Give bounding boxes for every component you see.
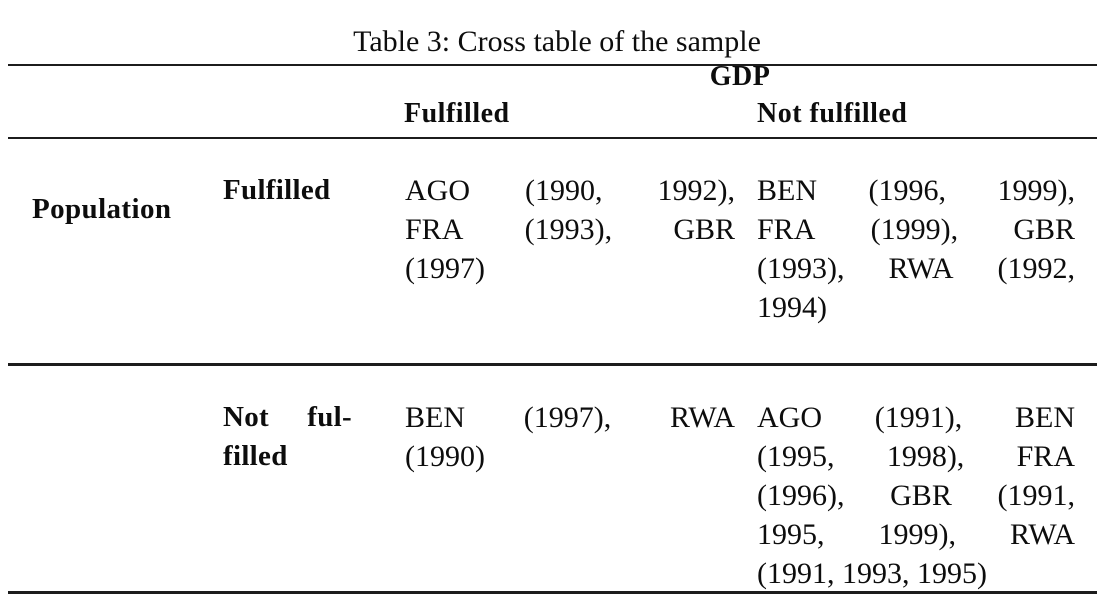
column-group-header-gdp: GDP — [709, 61, 771, 92]
cell-population-not-fulfilled-gdp-fulfilled: BEN (1997), RWA (1990) — [405, 401, 735, 473]
rule-below-header — [8, 137, 1097, 139]
column-header-not-fulfilled: Not fulfilled — [757, 98, 908, 129]
cell-population-not-fulfilled-gdp-not-fulfilled: AGO (1991), BEN (1995, 1998), FRA (1996), GBR (1… — [757, 401, 1075, 590]
row-header-not-fulfilled: Not ful-filled — [223, 401, 352, 472]
rule-top — [8, 64, 1097, 66]
cell-population-fulfilled-gdp-fulfilled: AGO (1990, 1992), FRA (1993), GBR (1997) — [405, 174, 735, 285]
rule-bottom — [8, 591, 1097, 594]
row-group-header-population: Population — [32, 193, 172, 225]
rule-between-rows — [8, 363, 1097, 366]
cell-population-fulfilled-gdp-not-fulfilled: BEN (1996, 1999), FRA (1999), GBR (1993), RWA (1… — [757, 174, 1075, 324]
table-caption: Table 3: Cross table of the sample — [353, 25, 761, 58]
column-header-fulfilled: Fulfilled — [404, 98, 510, 129]
row-header-fulfilled: Fulfilled — [223, 174, 331, 206]
